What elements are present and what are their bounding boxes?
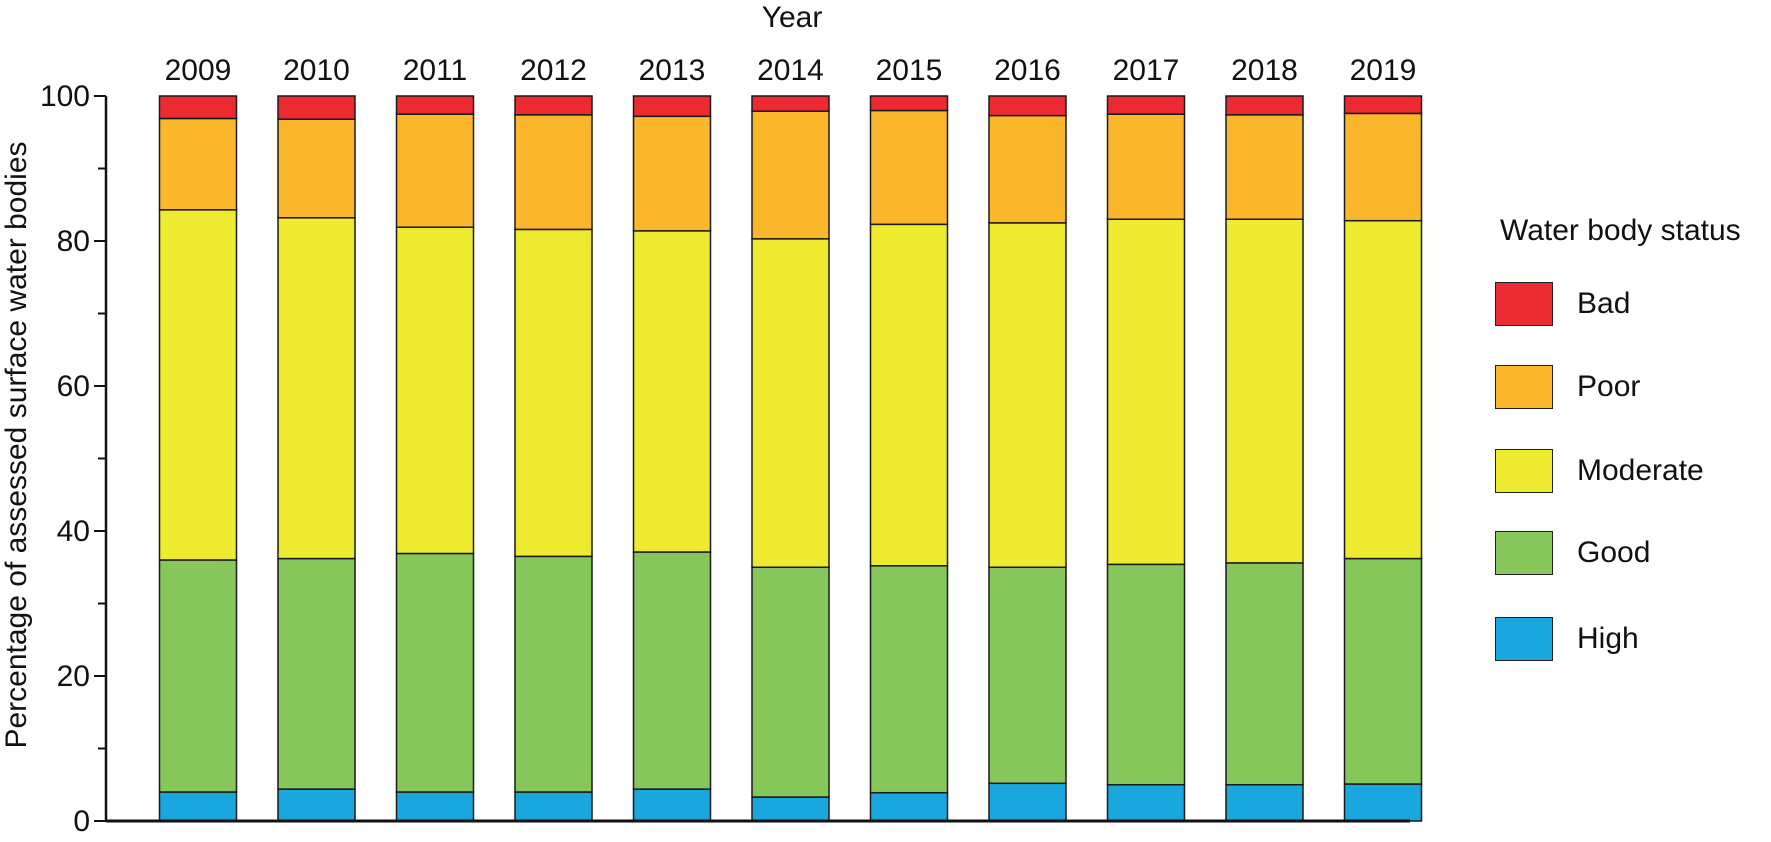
- x-tick-label-2011: 2011: [403, 54, 468, 87]
- bar-segment-bad-2016: [988, 95, 1067, 117]
- x-tick-label-2019: 2019: [1350, 54, 1417, 87]
- bar-segment-bad-2010: [277, 95, 356, 120]
- bar-segment-moderate-2013: [632, 230, 712, 553]
- y-tick-label-100: 100: [40, 80, 90, 113]
- bar-segment-good-2015: [869, 565, 949, 794]
- x-tick-label-2009: 2009: [165, 54, 232, 87]
- y-tick-label-80: 80: [57, 225, 90, 258]
- bar-segment-good-2013: [632, 551, 712, 790]
- bar-segment-good-2018: [1225, 562, 1304, 786]
- bar-segment-poor-2019: [1343, 112, 1423, 222]
- bar-segment-moderate-2009: [158, 209, 238, 561]
- x-tick-label-2018: 2018: [1231, 54, 1298, 87]
- legend-item-poor: Poor: [1495, 365, 1755, 411]
- bar-segment-poor-2011: [395, 113, 475, 228]
- bar-segment-moderate-2010: [277, 217, 356, 560]
- bar-segment-high-2018: [1225, 784, 1304, 822]
- legend-title: Water body status: [1500, 214, 1741, 247]
- bar-segment-good-2017: [1106, 563, 1186, 786]
- y-tick-label-0: 0: [73, 805, 90, 838]
- legend-swatch-good: [1495, 531, 1553, 575]
- bar-segment-moderate-2014: [751, 238, 830, 568]
- legend-swatch-high: [1495, 617, 1553, 661]
- bar-segment-high-2012: [514, 791, 593, 822]
- bar-segment-poor-2017: [1106, 113, 1186, 220]
- bar-segment-moderate-2019: [1343, 219, 1423, 560]
- bar-segment-high-2009: [158, 791, 238, 822]
- bar-segment-poor-2014: [751, 110, 830, 240]
- x-tick-label-2015: 2015: [876, 54, 943, 87]
- bar-segment-good-2019: [1343, 557, 1423, 785]
- bar-segment-poor-2013: [632, 115, 712, 232]
- legend-item-good: Good: [1495, 531, 1755, 577]
- bar-segment-bad-2018: [1225, 95, 1304, 116]
- bar-segment-good-2016: [988, 566, 1067, 785]
- legend-label-moderate: Moderate: [1577, 454, 1704, 487]
- x-tick-label-2010: 2010: [283, 54, 350, 87]
- bar-segment-moderate-2017: [1106, 218, 1186, 566]
- bar-segment-bad-2011: [395, 95, 475, 115]
- y-axis-title: Percentage of assessed surface water bod…: [0, 141, 33, 748]
- bar-segment-bad-2019: [1343, 95, 1423, 115]
- bar-segment-poor-2018: [1225, 114, 1304, 220]
- bar-segment-poor-2009: [158, 117, 238, 211]
- legend-label-poor: Poor: [1577, 370, 1641, 403]
- bar-segment-good-2010: [277, 557, 356, 790]
- x-axis-title: Year: [762, 1, 823, 34]
- bar-segment-high-2019: [1343, 783, 1423, 822]
- x-tick-label-2017: 2017: [1113, 54, 1180, 87]
- bar-segment-bad-2009: [158, 95, 238, 120]
- x-tick-label-2012: 2012: [520, 54, 587, 87]
- bar-segment-good-2011: [395, 552, 475, 793]
- bar-segment-moderate-2018: [1225, 218, 1304, 564]
- bar-segment-bad-2014: [751, 95, 830, 112]
- bar-segment-bad-2017: [1106, 95, 1186, 115]
- legend-swatch-bad: [1495, 282, 1553, 326]
- x-tick-label-2016: 2016: [994, 54, 1061, 87]
- bar-segment-high-2010: [277, 788, 356, 822]
- bar-segment-good-2014: [751, 566, 830, 798]
- bar-segment-moderate-2012: [514, 228, 593, 558]
- legend-swatch-moderate: [1495, 449, 1553, 493]
- y-tick-label-20: 20: [57, 660, 90, 693]
- bar-segment-high-2013: [632, 788, 712, 822]
- bar-segment-poor-2016: [988, 114, 1067, 224]
- y-tick-label-40: 40: [57, 515, 90, 548]
- bar-segment-good-2009: [158, 559, 238, 793]
- legend-label-bad: Bad: [1577, 287, 1631, 320]
- y-tick-label-60: 60: [57, 370, 90, 403]
- bar-segment-good-2012: [514, 555, 593, 793]
- bar-segment-high-2016: [988, 782, 1067, 822]
- bar-segment-bad-2013: [632, 95, 712, 118]
- bar-segment-moderate-2011: [395, 226, 475, 555]
- x-tick-label-2013: 2013: [639, 54, 706, 87]
- bar-segment-high-2017: [1106, 784, 1186, 822]
- legend-item-high: High: [1495, 617, 1755, 663]
- legend-swatch-poor: [1495, 365, 1553, 409]
- legend-item-moderate: Moderate: [1495, 449, 1755, 495]
- bar-segment-high-2015: [869, 791, 949, 822]
- bar-segment-bad-2012: [514, 95, 593, 116]
- bar-segment-high-2014: [751, 796, 830, 822]
- legend-label-high: High: [1577, 622, 1639, 655]
- bar-segment-moderate-2016: [988, 222, 1067, 568]
- bar-segment-poor-2015: [869, 109, 949, 226]
- bar-segment-high-2011: [395, 791, 475, 822]
- bar-segment-poor-2010: [277, 118, 356, 219]
- bar-segment-moderate-2015: [869, 223, 949, 567]
- legend-item-bad: Bad: [1495, 282, 1755, 328]
- legend-label-good: Good: [1577, 536, 1651, 569]
- bar-segment-poor-2012: [514, 114, 593, 231]
- x-tick-label-2014: 2014: [757, 54, 824, 87]
- bar-segment-bad-2015: [869, 95, 949, 112]
